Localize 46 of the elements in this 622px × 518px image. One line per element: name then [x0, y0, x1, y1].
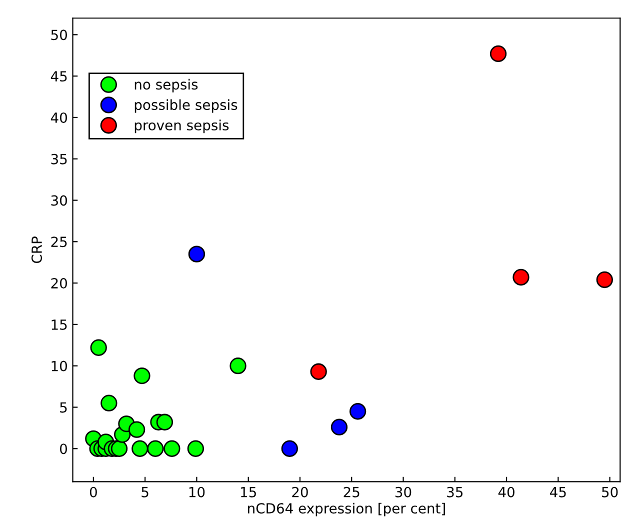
legend-label: no sepsis [134, 78, 198, 92]
point [281, 440, 298, 457]
x-tick-label: 35 [447, 486, 463, 498]
point [188, 246, 206, 262]
x-axis-title: nCD64 expression [per cent] [248, 502, 445, 516]
legend-label: proven sepsis [134, 120, 229, 134]
x-tick-label: 40 [498, 486, 514, 498]
y-tick-label: 5 [60, 402, 67, 413]
y-tick-label: 45 [50, 71, 67, 82]
legend-label: possible sepsis [134, 99, 238, 113]
x-tick-label: 30 [395, 486, 412, 498]
x-tick-label: 45 [550, 487, 566, 498]
x-tick-label: 5 [142, 487, 148, 498]
point [349, 403, 366, 420]
x-tick-label: 10 [189, 486, 205, 498]
x-tick-label: 25 [344, 486, 360, 498]
point [512, 268, 530, 286]
y-tick-label: 25 [51, 236, 67, 248]
y-axis-title: CRP [31, 236, 42, 264]
x-tick-label: 15 [241, 487, 256, 498]
point [134, 367, 150, 384]
x-tick-label: 50 [602, 486, 618, 498]
y-tick-label: 15 [52, 320, 67, 330]
x-tick-label: 0 [90, 486, 97, 498]
point [596, 271, 613, 288]
point [90, 339, 107, 356]
point [164, 440, 180, 457]
point [187, 440, 204, 457]
point [147, 440, 164, 457]
point [100, 394, 118, 412]
point [490, 45, 507, 62]
y-tick-label: 20 [51, 278, 67, 289]
point [330, 418, 348, 436]
point [156, 414, 174, 430]
y-tick-label: 35 [51, 154, 67, 164]
y-tick-label: 10 [52, 360, 67, 372]
y-tick-label: 40 [50, 112, 67, 123]
point [310, 363, 327, 380]
y-tick-label: 50 [51, 30, 67, 40]
y-tick-label: 30 [51, 195, 67, 206]
point [128, 421, 146, 438]
point [230, 358, 246, 374]
x-tick-label: 20 [292, 486, 308, 498]
y-tick-label: 0 [60, 444, 67, 454]
point [110, 440, 128, 457]
point [132, 440, 148, 457]
